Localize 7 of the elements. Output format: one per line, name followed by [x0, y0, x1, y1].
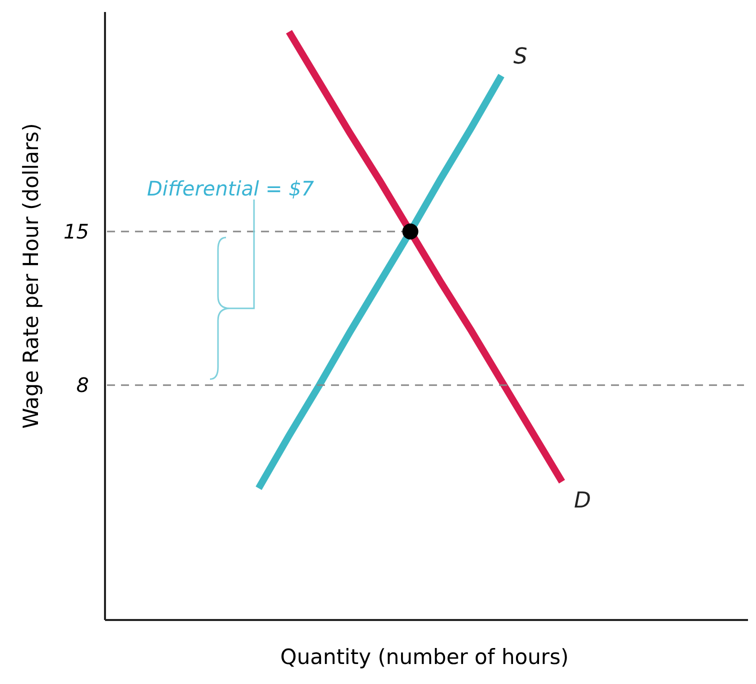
- y-axis-title: Wage Rate per Hour (dollars): [19, 123, 43, 429]
- annotation: Differential = $7: [147, 176, 314, 200]
- series-label: D: [574, 488, 591, 514]
- x-axis-title: Quantity (number of hours): [280, 645, 569, 669]
- series-label: S: [513, 44, 528, 70]
- y-tick-label: 8: [76, 373, 89, 398]
- y-tick-label: 15: [64, 219, 89, 244]
